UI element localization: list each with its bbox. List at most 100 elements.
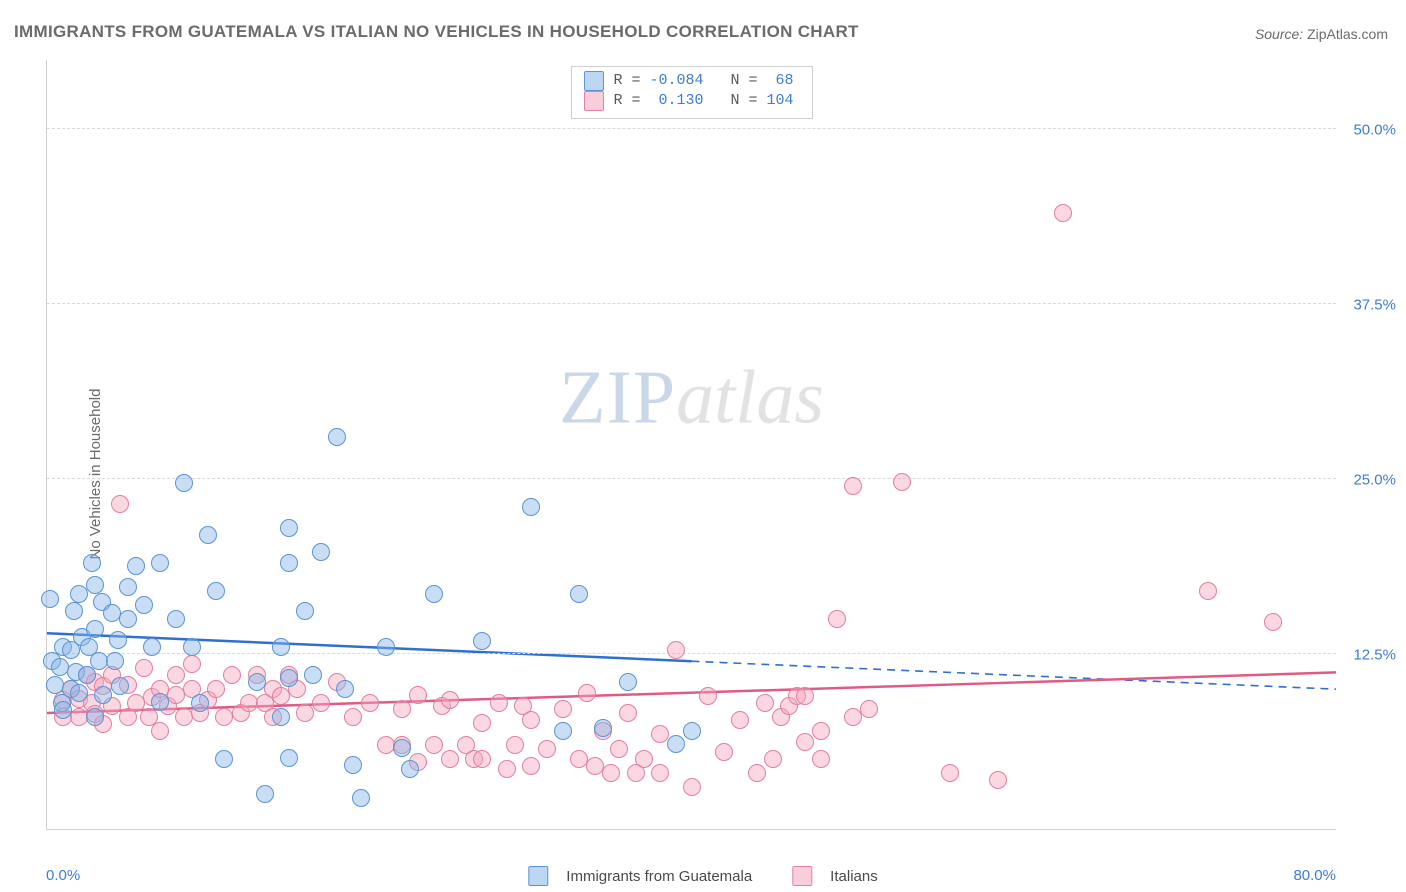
chart-container: No Vehicles in Household ZIPatlas R = -0… (0, 55, 1406, 892)
data-point (619, 673, 637, 691)
data-point (844, 477, 862, 495)
data-point (748, 764, 766, 782)
data-point (699, 687, 717, 705)
data-point (46, 676, 64, 694)
data-point (683, 722, 701, 740)
x-tick-min: 0.0% (46, 867, 80, 884)
data-point (54, 701, 72, 719)
grid-line (47, 653, 1336, 654)
legend-stat-row: R = 0.130 N = 104 (583, 91, 793, 111)
data-point (65, 602, 83, 620)
data-point (344, 708, 362, 726)
data-point (296, 704, 314, 722)
legend-swatch (583, 91, 603, 111)
data-point (175, 474, 193, 492)
data-point (731, 711, 749, 729)
data-point (594, 719, 612, 737)
data-point (764, 750, 782, 768)
data-point (70, 585, 88, 603)
data-point (635, 750, 653, 768)
grid-line (47, 303, 1336, 304)
data-point (86, 620, 104, 638)
legend-swatch (528, 866, 548, 886)
data-point (70, 684, 88, 702)
data-point (272, 708, 290, 726)
data-point (199, 526, 217, 544)
watermark-zip: ZIP (559, 356, 676, 440)
data-point (756, 694, 774, 712)
data-point (860, 700, 878, 718)
legend-item: Immigrants from Guatemala (528, 866, 752, 886)
data-point (715, 743, 733, 761)
data-point (86, 708, 104, 726)
data-point (619, 704, 637, 722)
data-point (280, 749, 298, 767)
source-label: Source: (1255, 26, 1303, 42)
source-value: ZipAtlas.com (1307, 26, 1388, 42)
data-point (393, 739, 411, 757)
data-point (554, 700, 572, 718)
correlation-legend: R = -0.084 N = 68R = 0.130 N = 104 (570, 66, 812, 119)
data-point (352, 789, 370, 807)
legend-label: Italians (830, 868, 878, 885)
data-point (522, 757, 540, 775)
y-tick-label: 25.0% (1353, 472, 1396, 489)
n-key: N = (704, 91, 767, 111)
legend-swatch (792, 866, 812, 886)
watermark-atlas: atlas (676, 356, 824, 440)
data-point (312, 543, 330, 561)
data-point (111, 495, 129, 513)
data-point (1054, 204, 1072, 222)
data-point (223, 666, 241, 684)
data-point (490, 694, 508, 712)
data-point (280, 669, 298, 687)
data-point (94, 686, 112, 704)
legend-swatch (583, 71, 603, 91)
data-point (106, 652, 124, 670)
data-point (473, 750, 491, 768)
grid-line (47, 478, 1336, 479)
data-point (280, 519, 298, 537)
data-point (409, 686, 427, 704)
watermark: ZIPatlas (559, 355, 824, 442)
data-point (651, 764, 669, 782)
data-point (578, 684, 596, 702)
data-point (844, 708, 862, 726)
data-point (109, 631, 127, 649)
chart-title: IMMIGRANTS FROM GUATEMALA VS ITALIAN NO … (14, 22, 859, 42)
data-point (522, 498, 540, 516)
data-point (111, 677, 129, 695)
data-point (86, 576, 104, 594)
data-point (119, 578, 137, 596)
data-point (256, 785, 274, 803)
data-point (522, 711, 540, 729)
data-point (610, 740, 628, 758)
data-point (183, 638, 201, 656)
data-point (143, 638, 161, 656)
data-point (304, 666, 322, 684)
data-point (248, 673, 266, 691)
data-point (344, 756, 362, 774)
data-point (812, 750, 830, 768)
data-point (167, 610, 185, 628)
data-point (336, 680, 354, 698)
data-point (796, 687, 814, 705)
data-point (441, 750, 459, 768)
r-value: -0.084 (649, 71, 703, 91)
series-legend: Immigrants from Guatemala Italians (528, 866, 877, 886)
data-point (207, 582, 225, 600)
data-point (151, 554, 169, 572)
legend-stat-row: R = -0.084 N = 68 (583, 71, 793, 91)
data-point (812, 722, 830, 740)
data-point (377, 638, 395, 656)
data-point (989, 771, 1007, 789)
data-point (425, 736, 443, 754)
data-point (506, 736, 524, 754)
x-tick-max: 80.0% (1293, 867, 1336, 884)
data-point (941, 764, 959, 782)
trend-line-dashed (692, 661, 1337, 689)
data-point (683, 778, 701, 796)
data-point (498, 760, 516, 778)
data-point (401, 760, 419, 778)
n-value: 68 (767, 71, 794, 91)
